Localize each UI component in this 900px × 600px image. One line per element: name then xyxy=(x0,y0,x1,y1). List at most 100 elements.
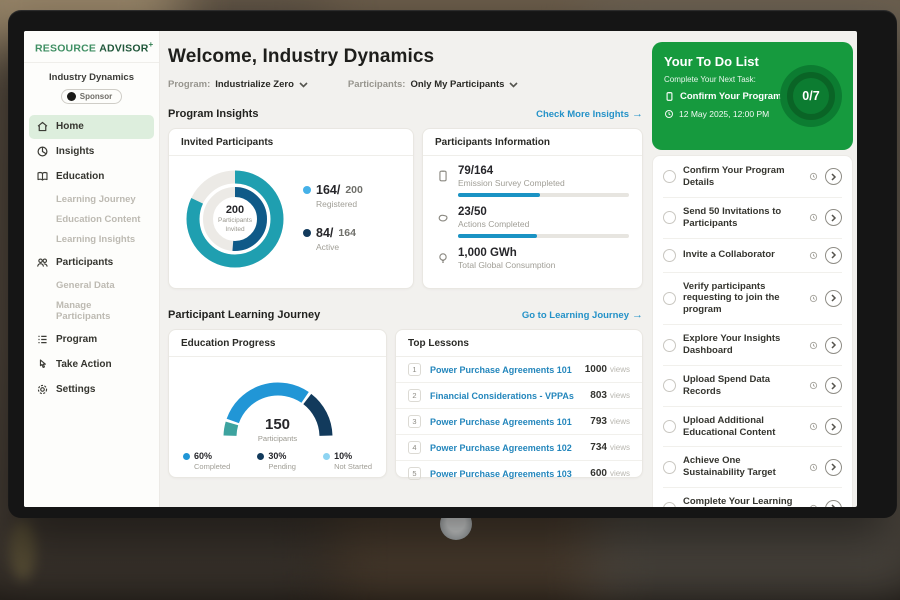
task-row[interactable]: Achieve One Sustainability Target xyxy=(663,447,842,488)
lesson-row[interactable]: 3 Power Purchase Agreements 101 793 view… xyxy=(396,409,642,435)
lesson-title-link[interactable]: Power Purchase Agreements 101 xyxy=(430,365,585,375)
lesson-views: 600 xyxy=(590,468,607,479)
task-row[interactable]: Upload Additional Educational Content xyxy=(663,407,842,448)
sponsor-badge-icon xyxy=(67,92,76,101)
link-label: Check More Insights xyxy=(536,109,629,120)
lesson-views: 793 xyxy=(590,416,607,427)
legend-value: 30% xyxy=(268,451,286,461)
metric-value: 79/164 xyxy=(458,165,629,177)
task-checkbox[interactable] xyxy=(663,461,676,474)
monitor-bezel: RESOURCE ADVISOR+ Industry Dynamics Spon… xyxy=(8,10,897,518)
lesson-row[interactable]: 1 Power Purchase Agreements 101 1000 vie… xyxy=(396,357,642,383)
task-open-button[interactable] xyxy=(825,459,842,476)
task-checkbox[interactable] xyxy=(663,420,676,433)
participants-select-label: Participants: xyxy=(348,79,406,90)
card-title: Participants Information xyxy=(423,129,642,156)
sidebar-item-participants[interactable]: Participants xyxy=(29,251,154,275)
task-row[interactable]: Complete Your Learning Journey xyxy=(663,488,842,507)
lesson-title-link[interactable]: Power Purchase Agreements 102 xyxy=(430,443,590,453)
legend-pending: 30% Pending xyxy=(257,451,296,471)
go-to-learning-journey-link[interactable]: Go to Learning Journey→ xyxy=(522,309,643,321)
section-title-program-insights: Program Insights xyxy=(168,108,258,120)
legend-dot xyxy=(257,453,264,460)
task-clock-icon xyxy=(809,422,818,431)
participants-select[interactable]: Participants: Only My Participants xyxy=(348,79,519,90)
list-icon xyxy=(36,333,49,346)
clipboard-icon xyxy=(664,91,675,102)
lesson-title-link[interactable]: Power Purchase Agreements 103 xyxy=(430,469,590,479)
sidebar-item-home[interactable]: Home xyxy=(29,115,154,139)
legend-label: Registered xyxy=(316,199,363,209)
sidebar-item-education[interactable]: Education xyxy=(29,165,154,189)
arrow-right-icon: → xyxy=(632,309,643,321)
task-label: Explore Your Insights Dashboard xyxy=(683,333,802,357)
main-content: Welcome, Industry Dynamics Program: Indu… xyxy=(160,31,650,507)
task-open-button[interactable] xyxy=(825,377,842,394)
sidebar-item-manage-participants[interactable]: Manage Participants xyxy=(29,296,154,327)
sidebar-item-label: Participants xyxy=(56,257,113,268)
task-row[interactable]: Confirm Your Program Details xyxy=(663,157,842,198)
card-title: Top Lessons xyxy=(396,330,642,357)
background-plant xyxy=(10,520,36,580)
lesson-row[interactable]: 4 Power Purchase Agreements 102 734 view… xyxy=(396,435,642,461)
task-checkbox[interactable] xyxy=(663,249,676,262)
learning-journey-section-header: Participant Learning Journey Go to Learn… xyxy=(168,309,643,321)
sidebar-item-general-data[interactable]: General Data xyxy=(29,276,154,296)
top-lessons-card: Top Lessons 1 Power Purchase Agreements … xyxy=(395,329,643,478)
task-open-button[interactable] xyxy=(825,337,842,354)
chevron-right-icon xyxy=(831,294,837,302)
chevron-right-icon xyxy=(831,423,837,431)
lesson-row[interactable]: 5 Power Purchase Agreements 103 600 view… xyxy=(396,461,642,486)
task-row[interactable]: Explore Your Insights Dashboard xyxy=(663,325,842,366)
chevron-right-icon xyxy=(831,504,837,507)
task-checkbox[interactable] xyxy=(663,292,676,305)
task-open-button[interactable] xyxy=(825,500,842,508)
task-row[interactable]: Verify participants requesting to join t… xyxy=(663,273,842,326)
program-select[interactable]: Program: Industrialize Zero xyxy=(168,79,308,90)
legend-denominator: 200 xyxy=(345,184,363,196)
task-open-button[interactable] xyxy=(825,168,842,185)
sidebar-item-learning-journey[interactable]: Learning Journey xyxy=(29,190,154,210)
participants-information-card: Participants Information 79/164 Emission… xyxy=(422,128,643,289)
sponsor-badge: Sponsor xyxy=(61,89,122,104)
sidebar-item-settings[interactable]: Settings xyxy=(29,378,154,402)
sidebar-item-program[interactable]: Program xyxy=(29,328,154,352)
gear-icon xyxy=(36,383,49,396)
sidebar-item-take-action[interactable]: Take Action xyxy=(29,353,154,377)
task-open-button[interactable] xyxy=(825,418,842,435)
task-checkbox[interactable] xyxy=(663,379,676,392)
card-title: Invited Participants xyxy=(169,129,413,156)
sidebar-item-label: Insights xyxy=(56,146,94,157)
sidebar-item-education-content[interactable]: Education Content xyxy=(29,210,154,230)
progress-bar xyxy=(458,193,629,197)
sidebar-item-label: Home xyxy=(56,121,84,132)
home-icon xyxy=(36,120,49,133)
task-checkbox[interactable] xyxy=(663,170,676,183)
task-row[interactable]: Upload Spend Data Records xyxy=(663,366,842,407)
check-more-insights-link[interactable]: Check More Insights→ xyxy=(536,108,643,120)
lesson-title-link[interactable]: Financial Considerations - VPPAs xyxy=(430,391,590,401)
task-open-button[interactable] xyxy=(825,290,842,307)
chevron-right-icon xyxy=(831,463,837,471)
sidebar-item-insights[interactable]: Insights xyxy=(29,140,154,164)
sidebar-item-learning-insights[interactable]: Learning Insights xyxy=(29,230,154,250)
lesson-rank: 2 xyxy=(408,389,421,402)
program-select-label: Program: xyxy=(168,79,210,90)
task-checkbox[interactable] xyxy=(663,211,676,224)
task-checkbox[interactable] xyxy=(663,339,676,352)
task-row[interactable]: Send 50 Invitations to Participants xyxy=(663,198,842,239)
lesson-title-link[interactable]: Power Purchase Agreements 101 xyxy=(430,417,590,427)
gauge-total-label: Participants xyxy=(203,434,353,443)
lesson-views: 734 xyxy=(590,442,607,453)
education-progress-gauge-chart: 150 Participants xyxy=(203,365,353,443)
chevron-down-icon xyxy=(509,82,518,88)
task-open-button[interactable] xyxy=(825,247,842,264)
legend-active: 84/164 Active xyxy=(303,226,363,252)
task-row[interactable]: Invite a Collaborator xyxy=(663,239,842,273)
task-open-button[interactable] xyxy=(825,209,842,226)
task-clock-icon xyxy=(809,251,818,260)
arrow-right-icon: → xyxy=(632,108,643,120)
lesson-row[interactable]: 2 Financial Considerations - VPPAs 803 v… xyxy=(396,383,642,409)
task-checkbox[interactable] xyxy=(663,502,676,508)
participants-icon xyxy=(36,256,49,269)
